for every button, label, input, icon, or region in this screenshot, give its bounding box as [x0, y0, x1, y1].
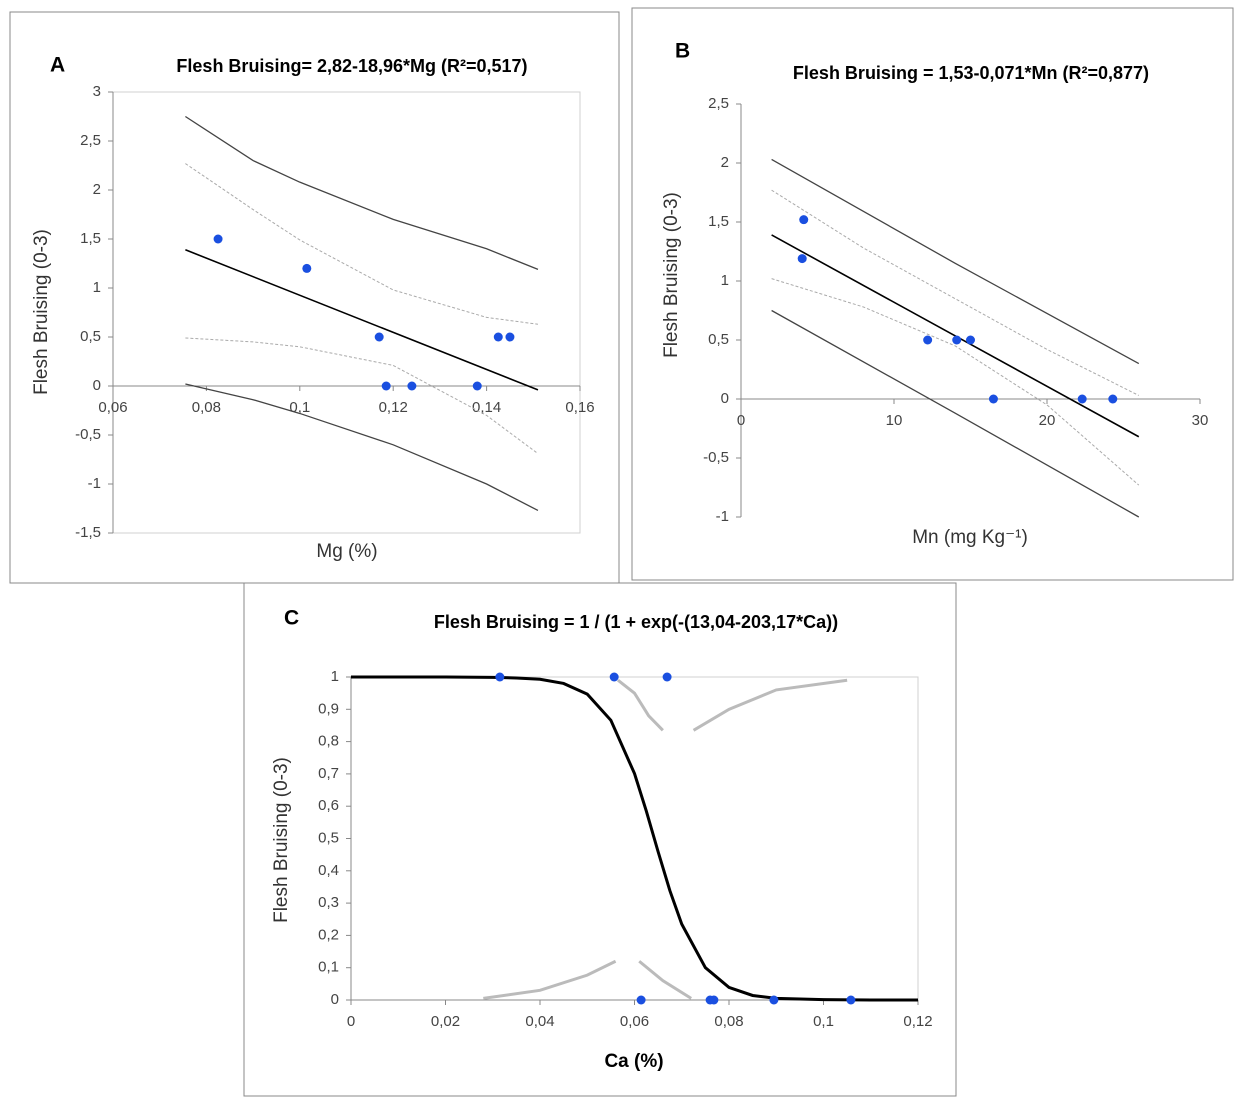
y-tick-label: 0,6: [318, 797, 339, 814]
point: [846, 995, 856, 1005]
y-axis-label: Flesh Bruising (0-3): [661, 192, 682, 358]
point: [381, 381, 391, 391]
panel-border: [631, 7, 1234, 581]
x-tick-label: 0,12: [379, 399, 408, 416]
line: [771, 158, 1140, 365]
point: [709, 995, 719, 1005]
x-axis-label: Mn (mg Kg⁻¹): [912, 527, 1028, 548]
y-tick-label: 0,5: [708, 331, 729, 348]
line: [692, 678, 848, 732]
line: [638, 960, 692, 1000]
x-tick-label: 0: [737, 412, 745, 429]
line: [771, 309, 1140, 518]
y-tick-label: 2,5: [708, 95, 729, 112]
line: [185, 249, 539, 391]
point: [302, 263, 312, 273]
y-tick-label: 0: [331, 991, 339, 1008]
y-tick-label: -0,5: [703, 449, 729, 466]
point: [797, 254, 807, 264]
line: [185, 115, 539, 270]
x-tick-label: 0,06: [620, 1013, 649, 1030]
x-tick-label: 30: [1192, 412, 1209, 429]
y-tick-label: 3: [93, 83, 101, 100]
point: [505, 332, 515, 342]
y-tick-label: -1: [88, 475, 101, 492]
point: [799, 215, 809, 225]
point: [952, 335, 962, 345]
y-tick-label: 0,1: [318, 959, 339, 976]
point: [213, 234, 223, 244]
y-tick-label: 1: [93, 279, 101, 296]
line: [185, 163, 539, 325]
point: [923, 335, 933, 345]
panel-label: C: [284, 607, 299, 630]
y-tick-label: 2,5: [80, 132, 101, 149]
point: [374, 332, 384, 342]
x-tick-label: 0,04: [525, 1013, 554, 1030]
y-tick-label: 0,4: [318, 862, 339, 879]
x-tick-label: 0,16: [565, 399, 594, 416]
x-tick-label: 0,06: [98, 399, 127, 416]
line: [771, 189, 1140, 396]
x-tick-label: 0: [347, 1013, 355, 1030]
line: [185, 337, 539, 455]
x-tick-label: 0,14: [472, 399, 501, 416]
panel-border: [9, 11, 620, 584]
y-tick-label: 2: [93, 181, 101, 198]
panel-border: [243, 582, 957, 1097]
y-tick-label: 0: [93, 377, 101, 394]
point: [988, 394, 998, 404]
panel-label: B: [675, 40, 690, 63]
y-tick-label: 1: [721, 272, 729, 289]
y-axis-label: Flesh Bruising (0-3): [271, 757, 292, 923]
y-tick-label: 0,5: [80, 328, 101, 345]
point: [609, 672, 619, 682]
chart-title: Flesh Bruising= 2,82-18,96*Mg (R²=0,517): [176, 56, 527, 76]
x-tick-label: 20: [1039, 412, 1056, 429]
y-tick-label: 0,7: [318, 765, 339, 782]
y-tick-label: 0,8: [318, 733, 339, 750]
line: [617, 679, 664, 732]
point: [472, 381, 482, 391]
y-tick-label: -1,5: [75, 524, 101, 541]
x-tick-label: 10: [886, 412, 903, 429]
panel-label: A: [50, 54, 65, 77]
y-tick-label: 1,5: [708, 213, 729, 230]
y-axis-label: Flesh Bruising (0-3): [31, 229, 52, 395]
x-axis-label: Mg (%): [316, 541, 377, 562]
point: [495, 672, 505, 682]
y-tick-label: -0,5: [75, 426, 101, 443]
y-tick-label: 0: [721, 390, 729, 407]
point: [493, 332, 503, 342]
line: [771, 278, 1140, 486]
point: [636, 995, 646, 1005]
x-tick-label: 0,1: [813, 1013, 834, 1030]
point: [1077, 394, 1087, 404]
x-tick-label: 0,02: [431, 1013, 460, 1030]
y-tick-label: 0,2: [318, 926, 339, 943]
chart-title: Flesh Bruising = 1 / (1 + exp(-(13,04-20…: [434, 612, 838, 632]
point: [966, 335, 975, 345]
y-tick-label: -1: [716, 508, 729, 525]
x-tick-label: 0,08: [192, 399, 221, 416]
point: [662, 672, 672, 682]
chart-title: Flesh Bruising = 1,53-0,071*Mn (R²=0,877…: [793, 63, 1149, 83]
y-tick-label: 1: [331, 668, 339, 685]
x-tick-label: 0,08: [714, 1013, 743, 1030]
point: [407, 381, 417, 391]
x-axis-label: Ca (%): [604, 1051, 663, 1072]
x-tick-label: 0,12: [903, 1013, 932, 1030]
y-tick-label: 0,5: [318, 829, 339, 846]
y-tick-label: 0,9: [318, 700, 339, 717]
y-tick-label: 0,3: [318, 894, 339, 911]
point: [1108, 394, 1118, 404]
y-tick-label: 1,5: [80, 230, 101, 247]
point: [769, 995, 779, 1005]
line: [185, 383, 539, 512]
line: [483, 959, 617, 1000]
y-tick-label: 2: [721, 154, 729, 171]
